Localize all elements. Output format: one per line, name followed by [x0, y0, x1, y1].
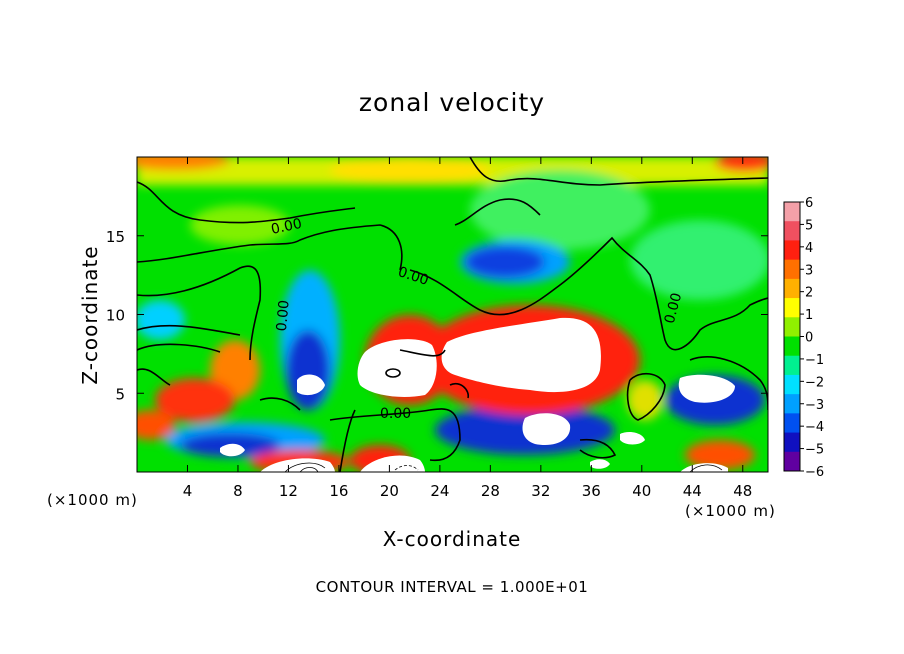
x-tick-label: 4: [183, 482, 193, 500]
colorbar-label: 2: [805, 286, 813, 301]
y-tick-label: 15: [106, 228, 125, 246]
colorbar-swatch: [784, 451, 800, 472]
colorbar-swatch: [784, 221, 800, 241]
contour-label-1: 0.00: [270, 216, 304, 238]
x-tick-label: 36: [582, 482, 601, 500]
x-tick-label: 16: [329, 482, 348, 500]
colorbar-swatch: [784, 278, 800, 299]
y-tick-label: 10: [106, 307, 125, 325]
x-tick-label: 24: [430, 482, 449, 500]
colorbar-label: −6: [805, 465, 824, 480]
colorbar-swatch: [784, 413, 800, 434]
velocity-field: 0.00 0.00 0.00 0.00 0.00: [137, 157, 768, 472]
y-tick-label: 5: [115, 385, 125, 403]
colorbar-swatch: [784, 432, 800, 453]
x-unit-label-left: (×1000 m): [47, 491, 138, 509]
colorbar-swatch: [784, 202, 800, 222]
colorbar-label: −5: [805, 443, 824, 458]
colorbar: 6 5 4 3 2 1 0 −1 −2 −3 −4 −5 −6: [783, 196, 824, 480]
zero-contours: [137, 157, 768, 472]
colorbar-label: 5: [805, 218, 813, 233]
x-tick-label: 48: [733, 482, 752, 500]
colorbar-swatch: [784, 298, 800, 318]
colorbar-swatch: [784, 394, 800, 414]
colorbar-swatch: [784, 336, 800, 357]
colorbar-swatch: [784, 317, 800, 337]
x-tick-label: 12: [279, 482, 298, 500]
x-axis-label: X-coordinate: [0, 527, 904, 551]
chart-title: zonal velocity: [358, 88, 546, 117]
colorbar-label: 4: [805, 241, 813, 256]
x-unit-label-right: (×1000 m): [685, 502, 776, 520]
x-tick-label: 44: [683, 482, 702, 500]
x-axis-ticks: 4 8 12 16 20 24 28 32 36 40 44 48: [183, 157, 752, 500]
y-axis-ticks: 5 10 15: [106, 228, 768, 403]
colorbar-label: −3: [805, 398, 824, 413]
contour-label-4: 0.00: [380, 406, 411, 422]
x-tick-label: 28: [481, 482, 500, 500]
contour-interval-note: CONTOUR INTERVAL = 1.000E+01: [315, 578, 589, 596]
colorbar-swatch: [784, 374, 800, 395]
colorbar-label: 0: [805, 331, 813, 346]
colorbar-swatch: [784, 355, 800, 376]
colorbar-label: −2: [805, 375, 824, 390]
colorbar-label: 6: [805, 196, 813, 211]
colorbar-label: 3: [805, 263, 813, 278]
contour-label-5: 0.00: [662, 291, 686, 325]
x-tick-label: 32: [531, 482, 550, 500]
x-axis-label-text: X-coordinate: [382, 527, 522, 551]
x-tick-label: 20: [380, 482, 399, 500]
colorbar-label: −1: [805, 353, 824, 368]
x-tick-label: 40: [632, 482, 651, 500]
contour-label-3: 0.00: [274, 299, 293, 331]
colorbar-label: 1: [805, 308, 813, 323]
x-tick-label: 8: [233, 482, 243, 500]
colorbar-swatch: [784, 259, 800, 280]
colorbar-swatch: [784, 240, 800, 261]
colorbar-label: −4: [805, 420, 824, 435]
